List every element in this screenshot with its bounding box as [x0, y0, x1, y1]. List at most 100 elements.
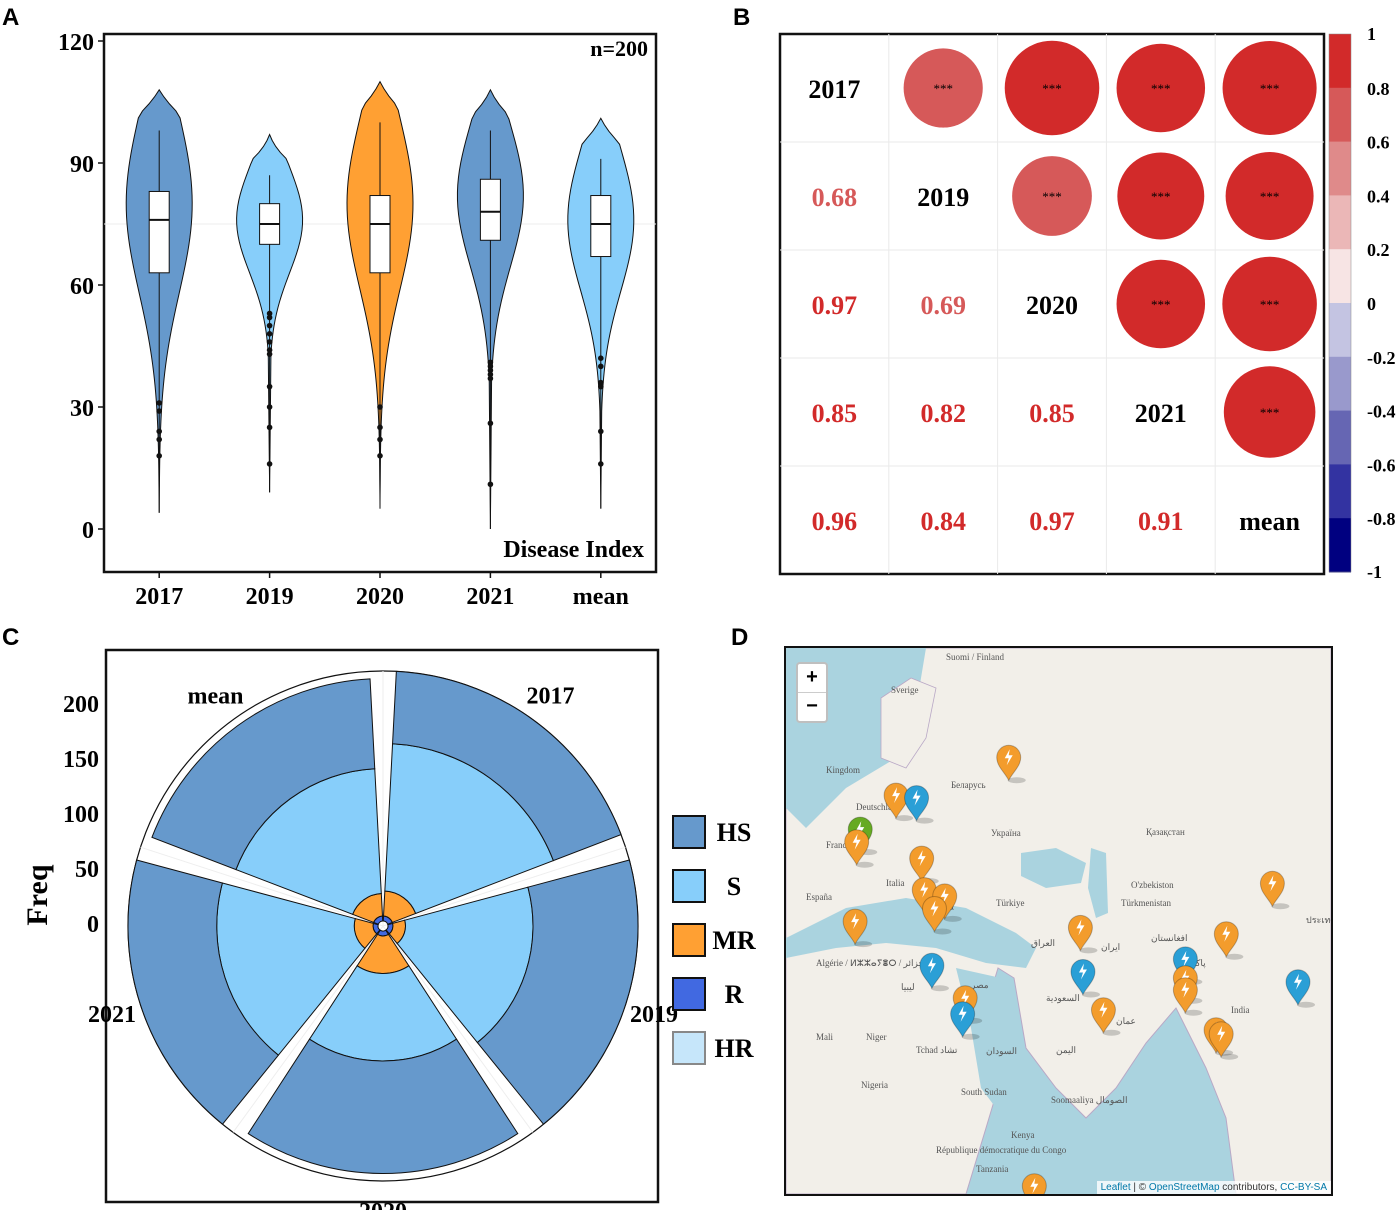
map-canvas[interactable]: Suomi / Finland Sverige Kingdom Deutschland… [786, 648, 1331, 1194]
map-marker-23 [1208, 1021, 1239, 1060]
correlation-chart: 2017 *** *** *** *** 0.68 2019 *** *** *** 0.97 0.6… [778, 24, 1396, 582]
bar-HS-2019 [476, 859, 639, 1125]
map-label-25: Mali [816, 1032, 833, 1042]
map-marker-12 [1070, 959, 1100, 998]
marker-pin-15 [1090, 997, 1116, 1034]
attrib-contrib: contributors, [1219, 1182, 1281, 1193]
map-label-35: ประเทศไทย [1306, 915, 1331, 925]
bar-HS-2021 [127, 859, 280, 1125]
radial-y-tick-2: 100 [63, 802, 99, 828]
panel-letter-c: C [2, 624, 20, 651]
map-label-9: Italia [886, 878, 905, 888]
bolt-icon [1078, 963, 1087, 980]
map-marker-10 [919, 952, 949, 992]
map-marker-14 [950, 1001, 980, 1040]
map-label-11: Türkiye [996, 898, 1025, 908]
map-label-19: افغانستان [1151, 933, 1188, 943]
category-label-2020: 2020 [359, 1199, 407, 1210]
marker-shadow-3 [915, 817, 934, 824]
corr-value-4-0: 0.96 [812, 507, 858, 536]
legend-swatch-MR [672, 923, 706, 957]
map-black-sea [1021, 848, 1086, 888]
outlier-2019-2 [266, 322, 273, 329]
colorbar-tick-10: -1 [1367, 562, 1382, 582]
outlier-mean-1 [598, 363, 604, 370]
outlier-2021-4 [487, 375, 494, 382]
map-landmass [786, 648, 1331, 1194]
sig-label-1-4: *** [1260, 189, 1280, 204]
marker-pin-11 [1067, 914, 1093, 952]
map-label-33: République démocratique du Congo [936, 1145, 1067, 1155]
marker-pin-20 [1259, 870, 1285, 908]
map-label-15: ليبيا [901, 982, 915, 992]
corr-value-2-0: 0.97 [812, 291, 858, 320]
sig-label-1-3: *** [1151, 189, 1171, 204]
sig-label-0-4: *** [1260, 81, 1280, 96]
marker-pin-5 [909, 845, 935, 883]
outlier-mean-2 [598, 379, 604, 386]
bolt-icon [851, 913, 860, 930]
marker-pin-19 [1213, 921, 1239, 958]
bolt-icon [1076, 919, 1085, 936]
map-label-18: ایران [1101, 942, 1120, 953]
box-mean [590, 195, 612, 258]
map-label-13: Türkmenistan [1121, 898, 1171, 908]
legend-swatch-S [672, 869, 706, 903]
y-tick-label-1: 30 [70, 396, 94, 422]
colorbar-segment-8 [1329, 464, 1351, 519]
colorbar-tick-9: -0.8 [1367, 509, 1396, 529]
outlier-2021-0 [487, 359, 494, 366]
marker-shadow-8 [933, 928, 952, 935]
bolt-icon [1222, 925, 1231, 942]
map-attribution: Leaflet | © OpenStreetMap contributors, … [1096, 1181, 1331, 1194]
marker-shadow-10 [930, 985, 949, 992]
outlier-2019-6 [266, 351, 273, 357]
map-panel[interactable]: Suomi / Finland Sverige Kingdom Deutschland… [784, 646, 1333, 1196]
outlier-mean-4 [598, 428, 604, 435]
zoom-in-button[interactable]: + [806, 666, 818, 688]
attrib-sep: | © [1130, 1182, 1149, 1193]
panel-letter-a: A [2, 4, 20, 31]
category-label-2021: 2021 [88, 1002, 136, 1028]
marker-shadow-9 [854, 941, 873, 948]
marker-shadow-19 [1225, 953, 1244, 960]
legend-swatch-HR [672, 1031, 706, 1065]
sig-label-1-2: *** [1042, 189, 1062, 204]
leaflet-link[interactable]: Leaflet [1100, 1182, 1131, 1193]
osm-link[interactable]: OpenStreetMap [1148, 1182, 1220, 1193]
map-marker-8 [921, 896, 952, 935]
outlier-2020-3 [377, 453, 383, 459]
colorbar-tick-1: 0.8 [1367, 79, 1390, 99]
diag-label-2017: 2017 [808, 75, 860, 104]
marker-pin-23 [1208, 1021, 1234, 1058]
colorbar-tick-2: 0.6 [1367, 133, 1390, 153]
outlier-2019-9 [266, 424, 273, 431]
x-tick-label-4: mean [573, 584, 629, 610]
map-label-7: Қазақстан [1146, 827, 1185, 837]
map-label-2: Kingdom [826, 765, 860, 775]
radial-y-tick-0: 200 [63, 692, 99, 718]
license-link[interactable]: CC-BY-SA [1280, 1182, 1327, 1193]
marker-pin-14 [950, 1001, 976, 1038]
map-marker-9 [842, 908, 873, 948]
outlier-2019-5 [266, 347, 273, 353]
outlier-2017-1 [156, 408, 162, 414]
map-label-32: Kenya [1011, 1130, 1035, 1140]
box-2021 [479, 178, 501, 241]
marker-shadow-7 [943, 915, 962, 922]
colorbar-segment-7 [1329, 410, 1351, 465]
map-label-31: Soomaaliya الصومال [1051, 1095, 1128, 1106]
map-caspian-sea [1088, 848, 1108, 918]
outlier-2019-3 [266, 331, 273, 337]
legend-swatch-R [672, 977, 706, 1011]
bolt-icon [1181, 950, 1190, 967]
outlier-2020-1 [377, 424, 383, 431]
zoom-out-button[interactable]: − [798, 692, 826, 721]
outlier-2021-5 [487, 420, 494, 427]
box-2017 [148, 190, 170, 274]
corr-circle-0-3 [1116, 43, 1206, 133]
legend-label-S: S [727, 872, 741, 901]
colorbar-tick-3: 0.4 [1367, 186, 1390, 206]
category-label-2017: 2017 [527, 683, 575, 709]
outlier-2017-3 [156, 436, 162, 443]
